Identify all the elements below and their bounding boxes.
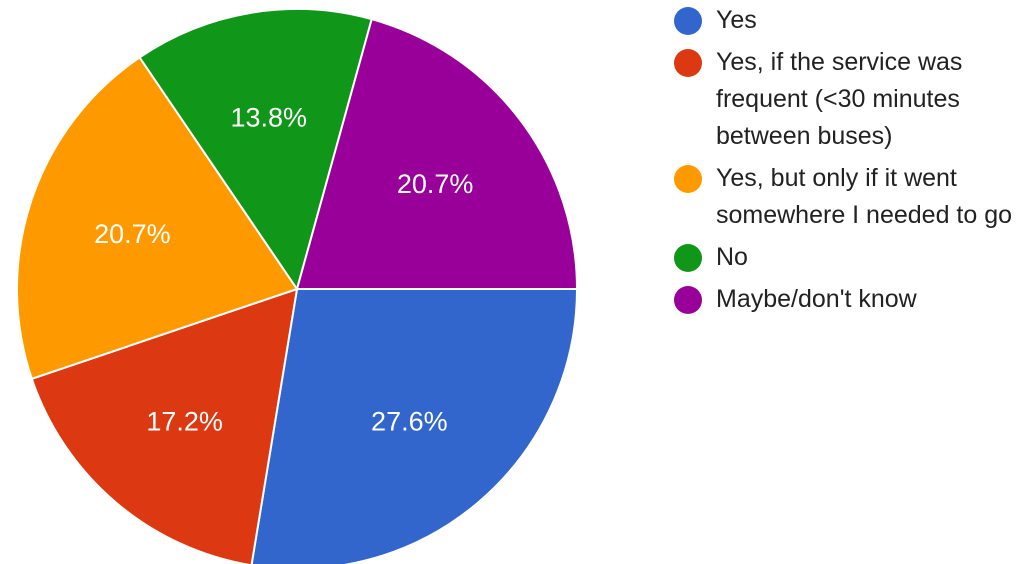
legend-label-yes-if-went-somewhere: Yes, but only if it went somewhere I nee… bbox=[716, 164, 1013, 229]
slice-label-no: 13.8% bbox=[230, 103, 307, 133]
legend-item-yes-if-went-somewhere[interactable]: Yes, but only if it went somewhere I nee… bbox=[674, 160, 1029, 234]
pie-slice-no[interactable] bbox=[138, 8, 373, 292]
slice-label-yes-if-frequent: 17.2% bbox=[146, 406, 223, 436]
legend-item-maybe[interactable]: Maybe/don't know bbox=[674, 281, 1029, 318]
pie-slice-yes-if-went-somewhere[interactable] bbox=[16, 56, 299, 381]
legend-item-yes-if-frequent[interactable]: Yes, if the service was frequent (<30 mi… bbox=[674, 44, 1029, 155]
legend-label-yes-if-frequent: Yes, if the service was frequent (<30 mi… bbox=[716, 48, 963, 150]
pie-slice-yes[interactable] bbox=[250, 288, 579, 564]
legend-label-yes: Yes bbox=[716, 6, 757, 34]
legend: Yes Yes, if the service was frequent (<3… bbox=[674, 2, 1029, 323]
legend-item-yes[interactable]: Yes bbox=[674, 2, 1029, 39]
legend-swatch-yes bbox=[674, 7, 702, 35]
legend-item-no[interactable]: No bbox=[674, 239, 1029, 276]
pie-slice-yes-if-frequent[interactable] bbox=[30, 287, 299, 564]
legend-swatch-yes-if-went-somewhere bbox=[674, 165, 702, 193]
legend-label-maybe: Maybe/don't know bbox=[716, 285, 917, 313]
slice-label-maybe: 20.7% bbox=[397, 169, 474, 199]
legend-label-no: No bbox=[716, 243, 748, 271]
pie-slice-maybe[interactable] bbox=[295, 17, 579, 290]
slice-label-yes-if-went-somewhere: 20.7% bbox=[94, 219, 171, 249]
legend-swatch-maybe bbox=[674, 286, 702, 314]
pie-chart: 27.6% 17.2% 20.7% 13.8% 20.7% bbox=[16, 8, 579, 564]
legend-swatch-yes-if-frequent bbox=[674, 49, 702, 77]
slice-label-yes: 27.6% bbox=[371, 406, 448, 436]
legend-swatch-no bbox=[674, 244, 702, 272]
